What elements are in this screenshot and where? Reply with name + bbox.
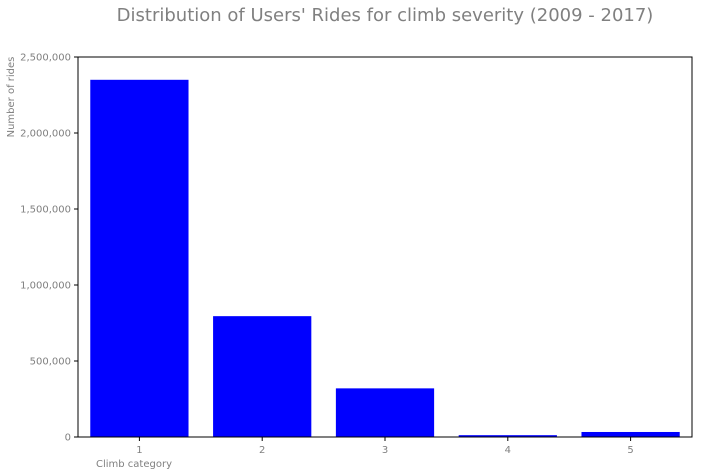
x-axis-label: Climb category [96, 459, 172, 470]
y-tick-label: 2,500,000 [20, 53, 71, 64]
y-axis: 0 500,000 1,000,000 1,500,000 2,000,000 2,500… [20, 53, 78, 444]
bar-1 [90, 79, 189, 438]
x-axis: 1 2 3 4 5 [136, 437, 634, 456]
x-tick-label: 3 [382, 445, 388, 456]
x-tick-label: 1 [136, 445, 142, 456]
chart-title: Distribution of Users' Rides for climb s… [117, 5, 654, 26]
x-tick-label: 4 [505, 445, 511, 456]
bars-group [90, 79, 680, 438]
y-tick-label: 1,000,000 [20, 281, 71, 292]
y-tick-label: 0 [65, 433, 71, 444]
y-tick-label: 2,000,000 [20, 129, 71, 140]
bar-3 [335, 388, 435, 437]
x-tick-label: 2 [259, 445, 265, 456]
bar-5 [581, 431, 680, 437]
bar-4 [458, 435, 557, 437]
y-tick-label: 1,500,000 [20, 205, 71, 216]
y-axis-label: Number of rides [6, 57, 17, 138]
y-tick-label: 500,000 [30, 357, 71, 368]
bar-2 [213, 316, 312, 437]
x-tick-label: 5 [627, 445, 633, 456]
